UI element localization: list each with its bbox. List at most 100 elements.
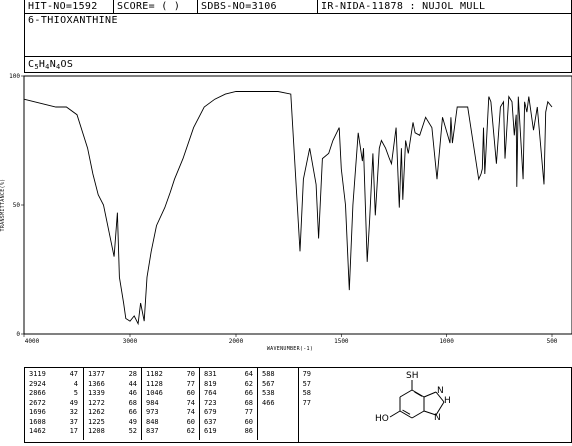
peak-transmittance: 74: [186, 408, 195, 416]
peak-wavenumber: 1366: [88, 379, 105, 388]
y-tick-label: 100: [9, 73, 20, 80]
peak-transmittance: 66: [128, 408, 137, 416]
peak-transmittance: 5: [73, 389, 78, 397]
peak-wavenumber: 1696: [29, 408, 46, 416]
peak-transmittance: 62: [244, 379, 253, 388]
peak-transmittance: 77: [244, 408, 253, 416]
peak-row: 723 68: [200, 399, 258, 409]
peak-wavenumber: 973: [146, 408, 159, 416]
peak-wavenumber: 679: [204, 408, 217, 416]
peak-wavenumber: 1046: [146, 389, 163, 397]
hit-no: HIT-NO=1592: [28, 1, 98, 12]
x-tick-label: 2000: [229, 338, 244, 345]
peak-wavenumber: 1182: [146, 370, 163, 378]
peak-transmittance: 68: [244, 398, 253, 407]
peak-wavenumber: 764: [204, 389, 217, 397]
peak-row: 1272 68: [84, 399, 142, 409]
x-tick-label: 1000: [439, 338, 454, 345]
peak-row: 1128 77: [142, 380, 200, 390]
x-tick-label: 1500: [334, 338, 349, 345]
spectrum-line: [23, 91, 553, 326]
peak-column: 1377 28 1366 44 1339 46 1272 68 1262 66 1225 49 1208…: [83, 368, 142, 440]
hydroxy-label: HO: [375, 414, 389, 424]
peak-row: 1208 52: [84, 427, 142, 437]
peak-wavenumber: 1272: [88, 398, 105, 407]
peak-transmittance: 49: [69, 398, 78, 407]
peak-row: 637 60: [200, 418, 258, 428]
peak-wavenumber: 837: [146, 427, 159, 435]
peak-table: 3119 47 2924 4 2866 5 2672 49 1696 32 1608 37 1462 17…: [24, 367, 572, 443]
peak-column: 831 64 819 62 764 66 723 68 679 77 637 60 619 86: [199, 368, 258, 440]
thiol-label: SH: [406, 371, 418, 381]
nitrogen-9: N: [434, 413, 441, 423]
peak-row: 1339 46: [84, 389, 142, 399]
peak-transmittance: 49: [128, 417, 137, 426]
peak-row: 1462 17: [25, 427, 83, 437]
peak-row: 679 77: [200, 408, 258, 418]
peak-wavenumber: 1128: [146, 379, 163, 388]
peak-transmittance: 17: [69, 427, 78, 435]
peak-row: 984 74: [142, 399, 200, 409]
peak-wavenumber: 1462: [29, 427, 46, 435]
nitrogen-9-h: H: [444, 396, 451, 406]
peak-wavenumber: 1225: [88, 417, 105, 426]
peak-transmittance: 58: [302, 389, 311, 397]
x-axis-title: WAVENUMBER(-1): [267, 346, 313, 352]
peak-row: 2672 49: [25, 399, 83, 409]
molecular-formula: C5H4N4OS: [28, 59, 74, 71]
peak-transmittance: 79: [302, 370, 311, 378]
peak-wavenumber: 538: [262, 389, 275, 397]
peak-transmittance: 64: [244, 370, 253, 378]
peak-row: 1608 37: [25, 418, 83, 428]
peak-transmittance: 46: [128, 389, 137, 397]
peak-row: 1262 66: [84, 408, 142, 418]
peak-row: 819 62: [200, 380, 258, 390]
peak-wavenumber: 3119: [29, 370, 46, 378]
peak-transmittance: 62: [186, 427, 195, 435]
nitrogen-7: N: [437, 386, 444, 396]
peak-column: 3119 47 2924 4 2866 5 2672 49 1696 32 1608 37 1462 17: [25, 368, 83, 440]
peak-wavenumber: 588: [262, 370, 275, 378]
peak-row: 1046 60: [142, 389, 200, 399]
peak-wavenumber: 567: [262, 379, 275, 388]
ir-info: IR-NIDA-11878 : NUJOL MULL: [317, 0, 571, 13]
x-tick-label: 4000: [25, 338, 40, 345]
peak-row: 619 86: [200, 427, 258, 437]
compound-name: 6-THIOXANTHINE: [28, 15, 118, 26]
peak-column: 588 79 567 57 538 58 466 77: [257, 368, 316, 440]
peak-row: 1366 44: [84, 380, 142, 390]
ir-spectrum-chart: 4000 3000 2000 1500 1000 500 0 50 100 WAVENUMBER…: [0, 73, 572, 352]
peak-row: 1182 70: [142, 370, 200, 380]
peak-row: 973 74: [142, 408, 200, 418]
sdbs-no: SDBS-NO=3106: [197, 0, 318, 13]
peak-row: 1225 49: [84, 418, 142, 428]
peak-row: 3119 47: [25, 370, 83, 380]
header-row: HIT-NO=1592 SCORE= ( ) SDBS-NO=3106 IR-N…: [25, 0, 572, 14]
peak-wavenumber: 2672: [29, 398, 46, 407]
peak-wavenumber: 1339: [88, 389, 105, 397]
peak-wavenumber: 1208: [88, 427, 105, 435]
peak-row: 837 62: [142, 427, 200, 437]
peak-row: 848 60: [142, 418, 200, 428]
peak-transmittance: 86: [244, 427, 253, 435]
peak-transmittance: 28: [128, 370, 137, 378]
peak-transmittance: 68: [128, 398, 137, 407]
peak-transmittance: 74: [186, 398, 195, 407]
peak-wavenumber: 848: [146, 417, 159, 426]
peak-row: 2924 4: [25, 380, 83, 390]
peak-wavenumber: 2866: [29, 389, 46, 397]
molecule-bonds: [389, 380, 445, 419]
x-tick-label: 500: [547, 338, 558, 345]
peak-row: 831 64: [200, 370, 258, 380]
peak-wavenumber: 1377: [88, 370, 105, 378]
peak-transmittance: 60: [186, 417, 195, 426]
axis-ticks: 4000 3000 2000 1500 1000 500 0 50 100: [9, 73, 558, 345]
peak-wavenumber: 1608: [29, 417, 46, 426]
score: SCORE= ( ): [113, 0, 197, 13]
y-axis-title: TRANSMITTANCE(%): [0, 179, 6, 232]
structure-panel: SH HO N H N: [298, 368, 572, 442]
peak-row: 1696 32: [25, 408, 83, 418]
molecule-structure: SH HO N H N: [375, 371, 451, 424]
y-tick-label: 0: [16, 331, 20, 338]
peak-row: 466 77: [258, 399, 316, 409]
